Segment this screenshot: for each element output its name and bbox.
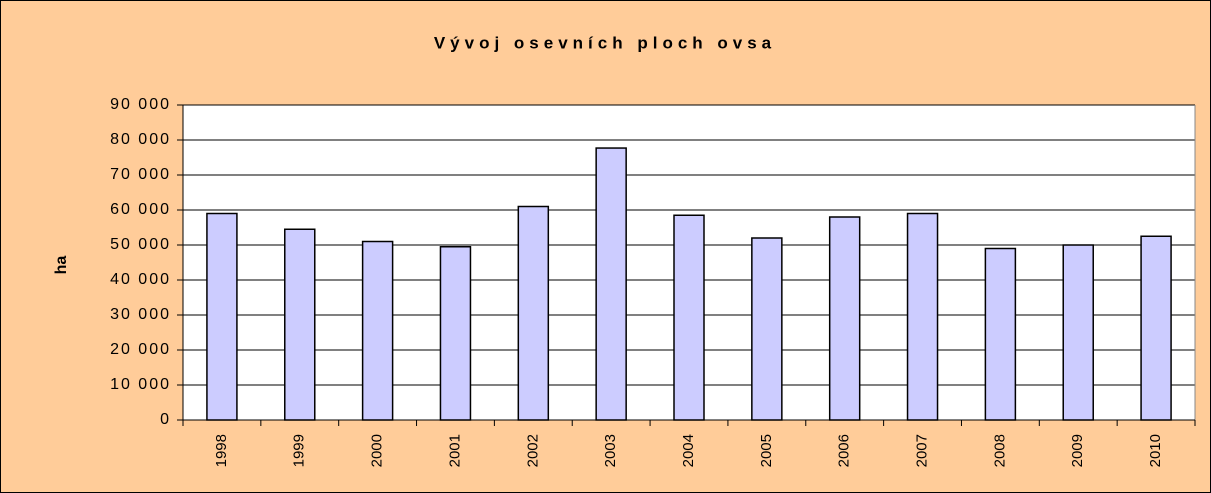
bar <box>206 212 238 421</box>
bar <box>361 240 394 421</box>
bar <box>984 247 1017 421</box>
bar <box>751 237 783 421</box>
y-tick-label: 20 000 <box>110 341 171 358</box>
y-axis-label: ha <box>53 256 70 275</box>
bar <box>1140 235 1172 421</box>
x-tick-label: 2004 <box>680 434 697 467</box>
x-tick-label: 2002 <box>524 434 541 467</box>
y-tick-label: 80 000 <box>110 131 171 148</box>
x-tick-label: 2006 <box>836 434 853 467</box>
x-tick-label: 2010 <box>1147 434 1164 467</box>
y-tick-label: 10 000 <box>110 376 171 393</box>
chart-title: Vývoj osevních ploch ovsa <box>434 33 776 52</box>
y-tick-label: 0 <box>160 411 171 428</box>
bar <box>284 228 316 421</box>
y-tick-label: 90 000 <box>110 96 171 113</box>
x-tick-label: 2007 <box>914 434 931 467</box>
x-tick-label: 2000 <box>369 434 386 467</box>
bar <box>439 246 472 421</box>
bar <box>595 147 627 421</box>
x-tick-label: 1999 <box>291 434 308 467</box>
x-tick-label: 1998 <box>213 434 230 467</box>
bar <box>517 205 550 421</box>
y-tick-label: 30 000 <box>110 306 171 323</box>
bar <box>1062 244 1094 421</box>
x-tick-label: 2008 <box>991 434 1008 467</box>
x-tick-label: 2003 <box>602 434 619 467</box>
x-tick-label: 2005 <box>758 434 775 467</box>
bar <box>673 214 705 421</box>
y-tick-label: 50 000 <box>110 236 171 253</box>
bar <box>906 212 939 421</box>
x-tick-label: 2009 <box>1069 434 1086 467</box>
y-tick-label: 60 000 <box>110 201 171 218</box>
bar <box>828 216 861 421</box>
y-tick-label: 40 000 <box>110 271 171 288</box>
y-tick-label: 70 000 <box>110 166 171 183</box>
x-tick-label: 2001 <box>446 434 463 467</box>
